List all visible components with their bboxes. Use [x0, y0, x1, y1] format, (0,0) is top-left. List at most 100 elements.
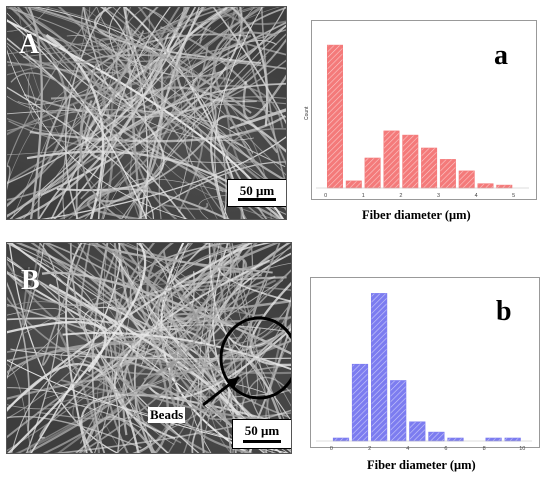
- fiber-strand: [198, 194, 286, 219]
- fiber-strand: [39, 243, 252, 439]
- sem-image-a: A 50 μm: [6, 6, 287, 220]
- x-tick-label: 4: [475, 193, 478, 199]
- fiber-strand: [24, 7, 286, 114]
- fiber-strand: [202, 318, 259, 453]
- fiber-strand: [41, 243, 87, 366]
- histogram-bar: [409, 421, 426, 442]
- fiber-strand: [183, 7, 286, 56]
- fiber-strand: [77, 269, 291, 453]
- fiber-strand: [13, 7, 244, 147]
- x-tick-label: 0: [324, 193, 327, 199]
- panel-letter-a: A: [19, 29, 40, 60]
- fiber-strand: [7, 281, 31, 432]
- x-tick-label: 1: [362, 193, 365, 199]
- fiber-strand: [79, 63, 124, 219]
- fiber-strand: [72, 386, 94, 424]
- histogram-bar: [428, 431, 445, 442]
- x-tick-label: 4: [406, 446, 409, 452]
- fiber-strand: [185, 49, 286, 105]
- scale-bar-line-b: [243, 440, 281, 443]
- fiber-strand: [78, 243, 232, 324]
- fiber-strand: [7, 7, 189, 216]
- x-tick-label: 3: [437, 193, 440, 199]
- fiber-strand: [240, 322, 291, 453]
- fiber-strand: [122, 265, 170, 453]
- fiber-strand: [40, 136, 286, 219]
- fiber-strand: [235, 7, 286, 166]
- histogram-bar: [504, 437, 521, 442]
- fiber-strand: [129, 243, 232, 369]
- fiber-strand: [124, 33, 286, 219]
- fiber-strand: [76, 309, 291, 367]
- histogram-bar: [390, 380, 407, 442]
- scale-bar-line-a: [238, 198, 276, 201]
- fiber-strand: [125, 243, 291, 407]
- fiber-strand: [7, 7, 200, 185]
- fiber-strand: [111, 243, 254, 313]
- fiber-strand: [73, 187, 230, 219]
- fiber-strand: [7, 301, 123, 376]
- x-tick-label: 2: [399, 193, 402, 199]
- fiber-strand: [78, 243, 116, 328]
- fiber-strand: [7, 74, 234, 136]
- fiber-strand: [7, 61, 129, 74]
- fiber-strand: [214, 7, 263, 219]
- hist-letter-a: a: [494, 40, 508, 71]
- fiber-strand: [64, 243, 88, 453]
- scale-bar-b: 50 μm: [232, 419, 291, 449]
- fiber-strand: [7, 7, 106, 135]
- panel-letter-b: B: [21, 265, 40, 296]
- fiber-strand: [229, 7, 269, 126]
- fiber-strand: [65, 86, 279, 167]
- fiber-strand: [45, 243, 232, 453]
- fiber-strand: [25, 243, 61, 453]
- fiber-strand: [163, 202, 209, 210]
- fiber-strand: [58, 7, 176, 219]
- scale-bar-a: 50 μm: [227, 179, 286, 207]
- fiber-strand: [11, 7, 91, 219]
- x-tick-label: 0: [330, 446, 333, 452]
- fiber-strand: [7, 12, 254, 141]
- fiber-strand: [260, 7, 286, 187]
- fiber-strand: [7, 256, 121, 453]
- fiber-strand: [52, 7, 197, 219]
- histogram-bar: [485, 437, 502, 442]
- histogram-bar: [332, 437, 350, 442]
- fiber-strand: [27, 7, 252, 114]
- fiber-strand: [60, 327, 262, 396]
- fiber-strand: [7, 243, 194, 419]
- scale-bar-label-a: 50 μm: [239, 183, 275, 198]
- fiber-strand: [30, 243, 121, 453]
- fiber-strand: [134, 384, 210, 453]
- fiber-strand: [110, 276, 210, 350]
- fiber-strand: [213, 319, 255, 378]
- fiber-strand: [24, 243, 270, 334]
- x-tick-label: 6: [444, 446, 447, 452]
- fiber-strand: [110, 121, 282, 219]
- fiber-strand: [7, 7, 260, 55]
- fiber-strand: [15, 243, 218, 387]
- x-axis-label-a: Fiber diameter (μm): [362, 208, 471, 222]
- fiber-strand: [93, 7, 262, 64]
- fiber-strand: [184, 96, 286, 219]
- histogram-bar: [447, 437, 464, 442]
- fiber-strand: [64, 7, 107, 219]
- fiber-strand: [120, 24, 286, 219]
- fiber-strand: [79, 262, 221, 444]
- fiber-strand: [7, 165, 11, 191]
- fiber-strand: [120, 363, 169, 453]
- fiber-strand: [198, 7, 237, 44]
- fiber-strand: [11, 324, 291, 453]
- fiber-strand: [83, 243, 131, 453]
- fiber-strand: [75, 7, 159, 219]
- fiber-strand: [181, 7, 281, 219]
- x-tick-label: 2: [368, 446, 371, 452]
- fiber-strand: [7, 37, 187, 219]
- fiber-strand: [219, 243, 264, 317]
- beads-label: Beads: [148, 407, 186, 423]
- fiber-strand: [7, 243, 147, 453]
- fiber-strand: [29, 115, 286, 143]
- fiber-strand: [116, 7, 196, 219]
- sem-image-b: B Beads 50 μm: [6, 242, 292, 454]
